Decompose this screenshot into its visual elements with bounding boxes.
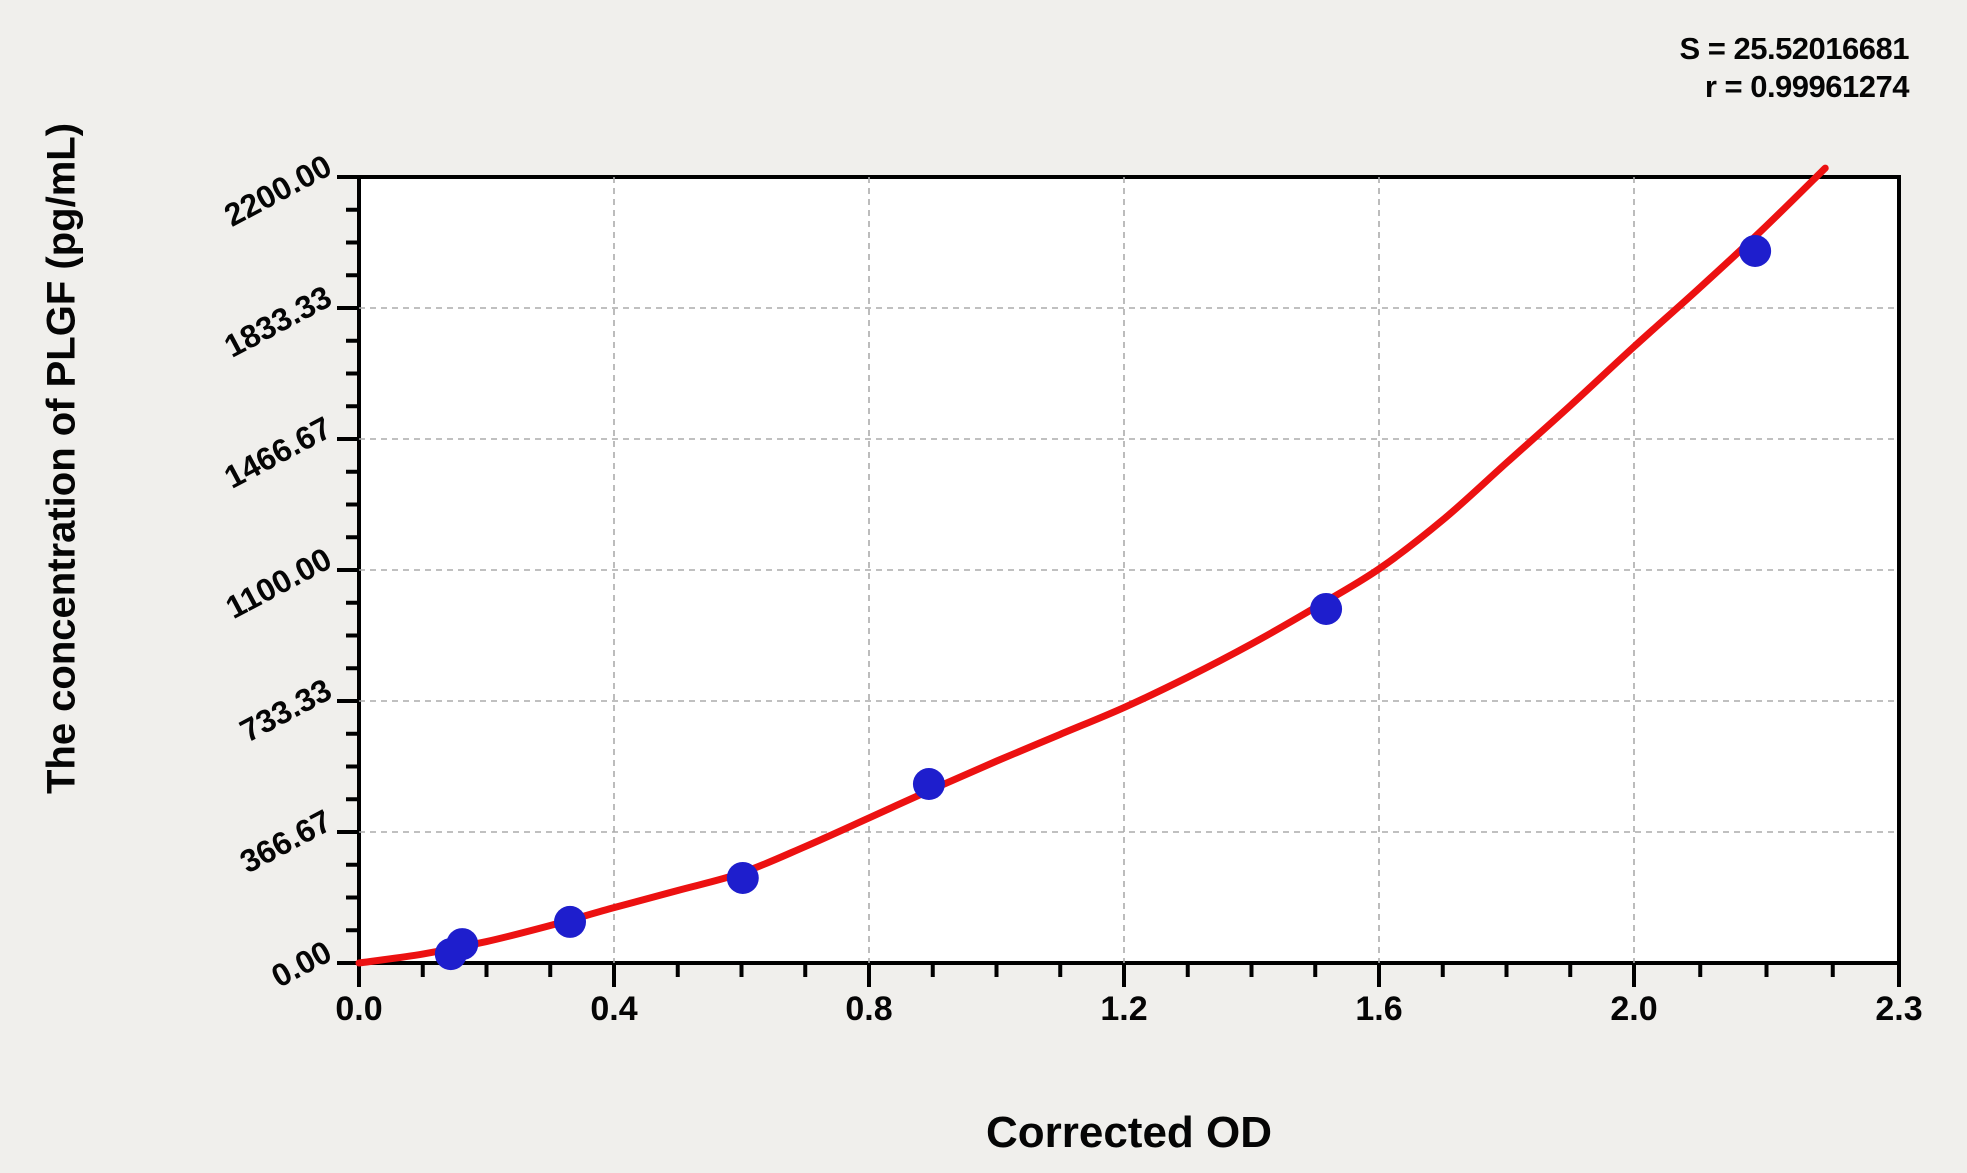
y-tick-label: 1833.33 — [218, 278, 337, 364]
y-tick-label: 366.67 — [234, 802, 337, 880]
x-axis-title: Corrected OD — [985, 1108, 1273, 1157]
data-point — [1310, 592, 1343, 625]
fit-statistics: S = 25.52016681 r = 0.99961274 — [1679, 30, 1909, 106]
x-tick-label: 2.3 — [1875, 990, 1922, 1028]
y-tick-label: 2200.00 — [218, 147, 337, 233]
data-point — [912, 768, 945, 801]
y-tick-label: 1100.00 — [220, 540, 337, 625]
x-tick-label: 0.0 — [335, 990, 382, 1028]
x-tick-label: 0.8 — [845, 990, 892, 1028]
x-tick-label: 1.2 — [1100, 990, 1147, 1028]
stat-r-value: r = 0.99961274 — [1704, 69, 1910, 104]
data-point — [726, 861, 759, 894]
fit-curve — [355, 164, 1829, 967]
stat-s-value: S = 25.52016681 — [1679, 31, 1909, 66]
data-point — [554, 905, 587, 938]
x-tick-label: 1.6 — [1355, 990, 1402, 1028]
data-point — [446, 928, 479, 961]
y-tick-label: 0.00 — [265, 933, 337, 994]
x-tick-label: 2.0 — [1610, 990, 1657, 1028]
y-tick-label: 1466.67 — [218, 409, 337, 495]
x-tick-label: 0.4 — [590, 990, 637, 1028]
y-tick-label: 733.33 — [234, 671, 337, 749]
data-point — [1739, 234, 1772, 267]
